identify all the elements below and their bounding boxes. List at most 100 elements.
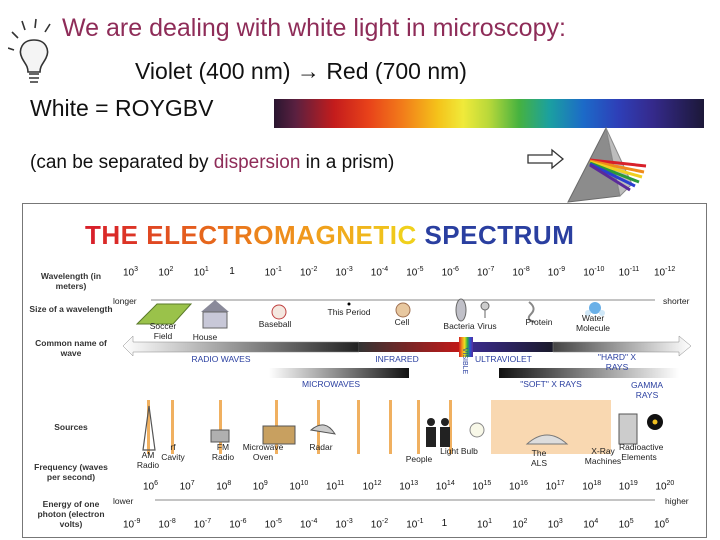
wave-name-hard-xrays: "HARD" X RAYS xyxy=(597,352,637,372)
size-label-baseball: Baseball xyxy=(258,319,292,329)
dispersion-note: (can be separated by dispersion in a pri… xyxy=(30,152,394,174)
energy-tick: 10-6 xyxy=(229,518,247,531)
cell-icon xyxy=(395,302,411,318)
frequency-tick: 1017 xyxy=(545,480,565,493)
source-bars xyxy=(142,400,663,454)
frequency-tick: 1018 xyxy=(582,480,602,493)
wave-name-radio: RADIO WAVES xyxy=(191,354,251,364)
frequency-tick: 1014 xyxy=(435,480,455,493)
wave-name-infrared: INFRARED xyxy=(375,354,419,364)
energy-tick: 101 xyxy=(477,518,493,531)
wave-name-microwaves: MICROWAVES xyxy=(301,379,361,389)
wavelength-tick: 103 xyxy=(123,266,139,279)
visible-spectrum-bar xyxy=(274,99,704,128)
row-label-wavelength: Wavelength (in meters) xyxy=(40,271,102,291)
row-label-common-name: Common name of wave xyxy=(35,338,107,358)
size-label-cell: Cell xyxy=(394,317,410,327)
em-spectrum-title: THE ELECTROMAGNETIC SPECTRUM xyxy=(85,220,574,251)
source-label-light-bulb: Light Bulb xyxy=(440,446,478,456)
slide-title: We are dealing with white light in micro… xyxy=(62,14,566,42)
energy-tick: 1 xyxy=(441,518,448,529)
wavelength-tick: 10-9 xyxy=(547,266,566,279)
frequency-tick: 1010 xyxy=(289,480,309,493)
dispersion-prefix: (can be separated by xyxy=(30,152,214,173)
source-label-fm-radio: FM Radio xyxy=(211,442,235,462)
frequency-tick: 108 xyxy=(216,480,232,493)
frequency-tick: 106 xyxy=(143,480,159,493)
source-label-microwave-oven: Microwave Oven xyxy=(242,442,284,462)
energy-tick: 10-2 xyxy=(370,518,389,531)
radar-icon xyxy=(309,424,337,435)
fm-radio-icon xyxy=(210,429,230,443)
wavelength-tick: 10-10 xyxy=(583,266,605,279)
microwave-oven-icon xyxy=(262,425,296,445)
period-icon xyxy=(347,302,351,306)
energy-tick: 10-9 xyxy=(123,518,141,531)
energy-tick: 104 xyxy=(583,518,599,531)
energy-tick: 106 xyxy=(654,518,670,531)
energy-tick: 10-8 xyxy=(158,518,176,531)
wavelength-tick: 1 xyxy=(229,266,235,277)
source-label-people: People xyxy=(405,454,433,464)
bacteria-icon xyxy=(455,298,467,322)
lightbulb-icon xyxy=(8,18,51,83)
em-title-part2: SPECTRUM xyxy=(424,220,575,250)
light-bulb-icon xyxy=(469,422,485,438)
longer-label: longer xyxy=(113,296,137,306)
wavelength-tick: 102 xyxy=(158,266,174,279)
energy-tick: 10-5 xyxy=(264,518,282,531)
virus-icon xyxy=(480,301,490,318)
wave-bands xyxy=(122,335,692,378)
frequency-tick: 1020 xyxy=(655,480,675,493)
energy-tick: 105 xyxy=(618,518,634,531)
energy-tick: 103 xyxy=(547,518,563,531)
dispersion-suffix: in a prism) xyxy=(300,152,395,173)
house-icon xyxy=(201,300,229,329)
wavelength-tick: 10-3 xyxy=(335,266,353,279)
wave-name-ultraviolet: ULTRAVIOLET xyxy=(475,354,532,364)
source-label-als: The ALS xyxy=(530,448,548,468)
row-label-frequency: Frequency (waves per second) xyxy=(34,462,108,482)
size-label-protein: Protein xyxy=(525,317,553,327)
wave-name-gamma: GAMMA RAYS xyxy=(630,380,664,400)
soccer-field-icon xyxy=(135,303,193,325)
wavelength-tick: 10-4 xyxy=(370,266,389,279)
em-spectrum-figure: THE ELECTROMAGNETIC SPECTRUM Wavelength … xyxy=(22,203,707,538)
frequency-tick: 1015 xyxy=(472,480,492,493)
frequency-tick: 1012 xyxy=(362,480,382,493)
wavelength-tick: 10-2 xyxy=(300,266,318,279)
size-arrow xyxy=(151,299,655,301)
prism-icon xyxy=(567,126,647,203)
am-radio-tower-icon xyxy=(142,405,156,451)
wavelength-tick: 10-7 xyxy=(477,266,495,279)
protein-icon xyxy=(527,301,536,323)
lower-label: lower xyxy=(113,496,134,506)
xray-machine-icon xyxy=(618,413,638,445)
wavelength-tick: 10-5 xyxy=(406,266,424,279)
wave-name-visible: VISIBLE xyxy=(461,347,468,375)
wave-name-soft-xrays: "SOFT" X RAYS xyxy=(520,379,582,389)
water-molecule-icon xyxy=(585,302,605,316)
source-label-xray: X-Ray Machines xyxy=(584,446,622,466)
size-label-house: House xyxy=(192,332,218,342)
row-label-size: Size of a wavelength xyxy=(29,304,113,314)
size-object-icons xyxy=(135,298,605,329)
als-icon xyxy=(525,434,569,445)
wavelength-tick: 101 xyxy=(193,266,209,279)
energy-tick: 10-3 xyxy=(335,518,353,531)
frequency-tick: 109 xyxy=(252,480,268,493)
source-label-radioactive: Radioactive Elements xyxy=(619,442,664,462)
outline-arrow-icon xyxy=(527,148,565,170)
frequency-tick: 1016 xyxy=(509,480,528,493)
frequency-tick: 1013 xyxy=(399,480,419,493)
energy-tick: 102 xyxy=(512,518,528,531)
baseball-icon xyxy=(271,304,287,320)
size-label-water-molecule: Water Molecule xyxy=(575,313,611,333)
row-label-energy: Energy of one photon (electron volts) xyxy=(37,499,105,529)
frequency-tick: 107 xyxy=(179,480,195,493)
shorter-label: shorter xyxy=(663,296,690,306)
dispersion-word: dispersion xyxy=(213,152,301,173)
em-title-part1: THE ELECTROMAGNETIC xyxy=(85,220,417,250)
source-label-rf-cavity: rf Cavity xyxy=(161,442,185,462)
size-label-bacteria: Bacteria xyxy=(443,321,475,331)
